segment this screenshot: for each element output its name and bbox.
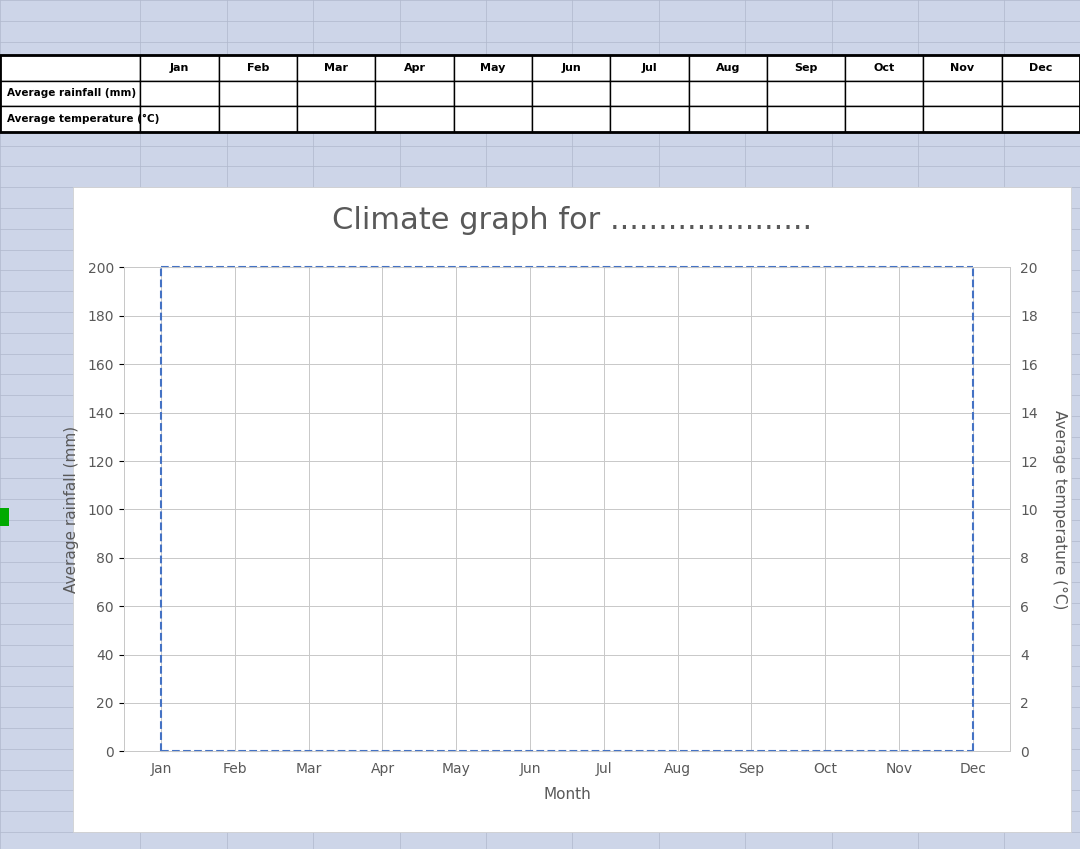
Bar: [297, 106, 376, 132]
Bar: [297, 55, 376, 81]
Bar: [454, 81, 531, 106]
Y-axis label: Average temperature (°C): Average temperature (°C): [1052, 410, 1067, 609]
Bar: [0, 106, 140, 132]
Y-axis label: Average rainfall (mm): Average rainfall (mm): [64, 426, 79, 593]
Bar: [140, 81, 218, 106]
Bar: [376, 106, 454, 132]
Bar: [610, 106, 689, 132]
X-axis label: Month: Month: [543, 787, 591, 802]
Legend: Average rainfall (mm), Average temperature (°C): Average rainfall (mm), Average temperatu…: [369, 847, 765, 849]
Bar: [610, 81, 689, 106]
Bar: [0, 508, 9, 526]
Text: May: May: [481, 63, 505, 73]
Bar: [140, 106, 218, 132]
Bar: [297, 81, 376, 106]
Bar: [218, 81, 297, 106]
Bar: [531, 55, 610, 81]
Bar: [0, 81, 140, 106]
Bar: [923, 81, 1002, 106]
Text: Jul: Jul: [642, 63, 657, 73]
Bar: [0, 55, 140, 81]
Bar: [689, 106, 767, 132]
Bar: [1002, 106, 1080, 132]
Text: Nov: Nov: [950, 63, 974, 73]
Text: Climate graph for .....................: Climate graph for .....................: [333, 206, 812, 235]
Bar: [376, 55, 454, 81]
Bar: [140, 55, 218, 81]
Text: Mar: Mar: [324, 63, 348, 73]
Text: Aug: Aug: [715, 63, 740, 73]
Text: Sep: Sep: [794, 63, 818, 73]
Bar: [376, 81, 454, 106]
Bar: [846, 106, 923, 132]
Text: Jun: Jun: [562, 63, 581, 73]
Text: Jan: Jan: [170, 63, 189, 73]
Text: Average temperature (°C): Average temperature (°C): [8, 114, 160, 124]
Text: Apr: Apr: [404, 63, 426, 73]
Bar: [1002, 55, 1080, 81]
Bar: [923, 106, 1002, 132]
Bar: [218, 55, 297, 81]
Bar: [689, 55, 767, 81]
Bar: [923, 55, 1002, 81]
Bar: [610, 55, 689, 81]
Bar: [454, 106, 531, 132]
Bar: [689, 81, 767, 106]
Bar: [0, 55, 1080, 132]
Text: Dec: Dec: [1029, 63, 1053, 73]
Bar: [531, 106, 610, 132]
Text: Average rainfall (mm): Average rainfall (mm): [8, 88, 136, 98]
Bar: [846, 55, 923, 81]
Bar: [846, 81, 923, 106]
Bar: [454, 55, 531, 81]
Bar: [1002, 81, 1080, 106]
Bar: [767, 55, 845, 81]
Text: Oct: Oct: [874, 63, 895, 73]
Bar: [767, 81, 845, 106]
Text: Feb: Feb: [246, 63, 269, 73]
Bar: [767, 106, 845, 132]
Bar: [531, 81, 610, 106]
Bar: [218, 106, 297, 132]
